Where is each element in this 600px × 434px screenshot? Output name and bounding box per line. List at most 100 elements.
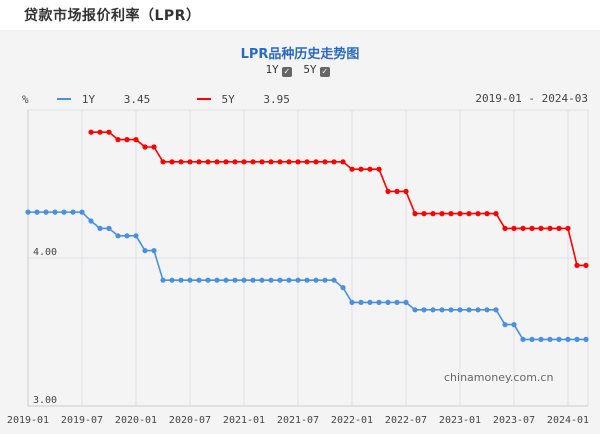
x-tick-label: 2021-07 (277, 415, 319, 426)
data-point-5y (331, 159, 337, 165)
data-point-5y (160, 159, 166, 165)
data-point-5y (493, 211, 499, 217)
data-point-5y (475, 211, 481, 217)
data-point-5y (457, 211, 463, 217)
x-tick-label: 2020-07 (169, 415, 211, 426)
date-range: 2019-01 - 2024-03 (475, 92, 588, 105)
data-point-1y (169, 277, 175, 283)
chart-title: LPR品种历史走势图 (240, 47, 360, 62)
data-point-1y (430, 307, 436, 313)
data-point-5y (574, 262, 580, 268)
data-point-1y (322, 277, 328, 283)
toggle-1y-checkbox[interactable]: ✓ (281, 67, 292, 77)
data-point-1y (268, 277, 274, 283)
data-point-1y (241, 277, 247, 283)
page-title: 贷款市场报价利率（LPR） (24, 8, 201, 24)
data-point-5y (106, 129, 112, 135)
data-point-1y (484, 307, 490, 313)
data-point-1y (115, 233, 121, 239)
data-point-5y (205, 159, 211, 165)
data-point-1y (70, 209, 76, 215)
data-point-1y (547, 336, 553, 342)
x-tick-label: 2021-01 (223, 415, 265, 426)
data-point-1y (142, 248, 148, 254)
data-point-5y (565, 225, 571, 231)
data-point-1y (187, 277, 193, 283)
legend-1y-value: 3.45 (123, 92, 151, 106)
data-point-5y (232, 159, 238, 165)
data-point-5y (151, 144, 157, 150)
data-point-1y (502, 322, 508, 328)
unit-label: % (22, 92, 29, 106)
data-point-1y (367, 299, 373, 305)
data-point-5y (133, 137, 139, 143)
data-point-5y (529, 225, 535, 231)
x-tick-label: 2019-07 (61, 415, 103, 426)
toggle-5y-checkbox[interactable]: ✓ (319, 67, 330, 77)
series-line-5y (91, 131, 586, 267)
data-point-1y (61, 209, 67, 215)
data-point-1y (394, 299, 400, 305)
data-point-1y (133, 233, 139, 239)
data-point-1y (34, 209, 40, 215)
series-line-1y (28, 211, 586, 341)
data-point-1y (421, 307, 427, 313)
data-point-5y (421, 211, 427, 217)
data-point-1y (529, 336, 535, 342)
chart-panel (0, 30, 600, 434)
data-point-1y (565, 336, 571, 342)
data-point-5y (376, 166, 382, 172)
data-point-5y (583, 262, 589, 268)
x-tick-label: 2020-01 (115, 415, 157, 426)
data-point-1y (331, 277, 337, 283)
data-point-1y (43, 209, 49, 215)
data-point-1y (520, 336, 526, 342)
data-point-5y (385, 188, 391, 194)
data-point-1y (124, 233, 130, 239)
data-point-1y (583, 336, 589, 342)
series-toggles: 1Y ✓ 5Y ✓ (0, 63, 600, 77)
data-point-1y (178, 277, 184, 283)
legend: % 1Y 3.45 5Y 3.95 (22, 92, 290, 106)
data-point-5y (520, 225, 526, 231)
data-point-1y (493, 307, 499, 313)
data-point-1y (259, 277, 265, 283)
data-point-1y (205, 277, 211, 283)
data-point-5y (484, 211, 490, 217)
data-point-5y (448, 211, 454, 217)
data-point-5y (124, 137, 130, 143)
toggle-1y-label: 1Y (265, 63, 279, 76)
data-point-5y (214, 159, 220, 165)
data-point-5y (241, 159, 247, 165)
data-point-5y (412, 211, 418, 217)
x-tick-label: 2023-07 (493, 415, 535, 426)
data-point-1y (511, 322, 517, 328)
data-point-1y (412, 307, 418, 313)
data-point-5y (142, 144, 148, 150)
data-point-5y (367, 166, 373, 172)
legend-5y-swatch (196, 98, 211, 100)
data-point-5y (439, 211, 445, 217)
data-point-5y (250, 159, 256, 165)
data-point-5y (466, 211, 472, 217)
data-point-1y (286, 277, 292, 283)
data-point-1y (376, 299, 382, 305)
data-point-1y (403, 299, 409, 305)
data-point-5y (313, 159, 319, 165)
data-point-1y (340, 285, 346, 291)
data-point-5y (97, 129, 103, 135)
header: 贷款市场报价利率（LPR） (0, 0, 600, 30)
data-point-1y (439, 307, 445, 313)
data-point-1y (574, 336, 580, 342)
data-point-1y (475, 307, 481, 313)
data-point-5y (538, 225, 544, 231)
data-point-1y (277, 277, 283, 283)
data-point-1y (358, 299, 364, 305)
data-point-1y (295, 277, 301, 283)
legend-5y-name: 5Y (221, 92, 235, 106)
data-point-5y (403, 188, 409, 194)
x-tick-label: 2024-01 (547, 415, 589, 426)
data-point-5y (304, 159, 310, 165)
x-tick-label: 2023-01 (439, 415, 481, 426)
